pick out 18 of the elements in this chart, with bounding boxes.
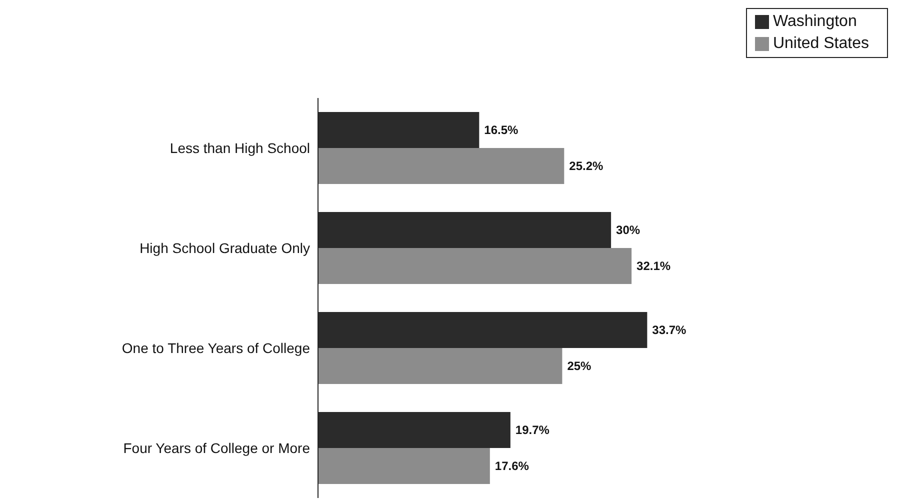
bar: [318, 448, 490, 484]
legend-label: Washington: [772, 13, 857, 30]
bar: [318, 348, 562, 384]
y-tick-label: Four Years of College or More: [123, 440, 310, 456]
data-label: 25%: [567, 359, 592, 373]
data-label: 19.7%: [515, 423, 550, 437]
bar: [318, 248, 632, 284]
y-tick-label: One to Three Years of College: [122, 340, 310, 356]
data-label: 25.2%: [569, 159, 604, 173]
y-tick-label: Less than High School: [170, 140, 310, 156]
y-tick-label: High School Graduate Only: [140, 240, 310, 256]
data-label: 17.6%: [494, 459, 530, 473]
data-label: 30%: [616, 223, 640, 237]
data-label: 16.5%: [484, 123, 519, 137]
bar: [318, 148, 564, 184]
legend-label: United States: [772, 35, 869, 52]
data-label: 32.1%: [636, 259, 671, 273]
data-label: 33.7%: [652, 323, 687, 337]
